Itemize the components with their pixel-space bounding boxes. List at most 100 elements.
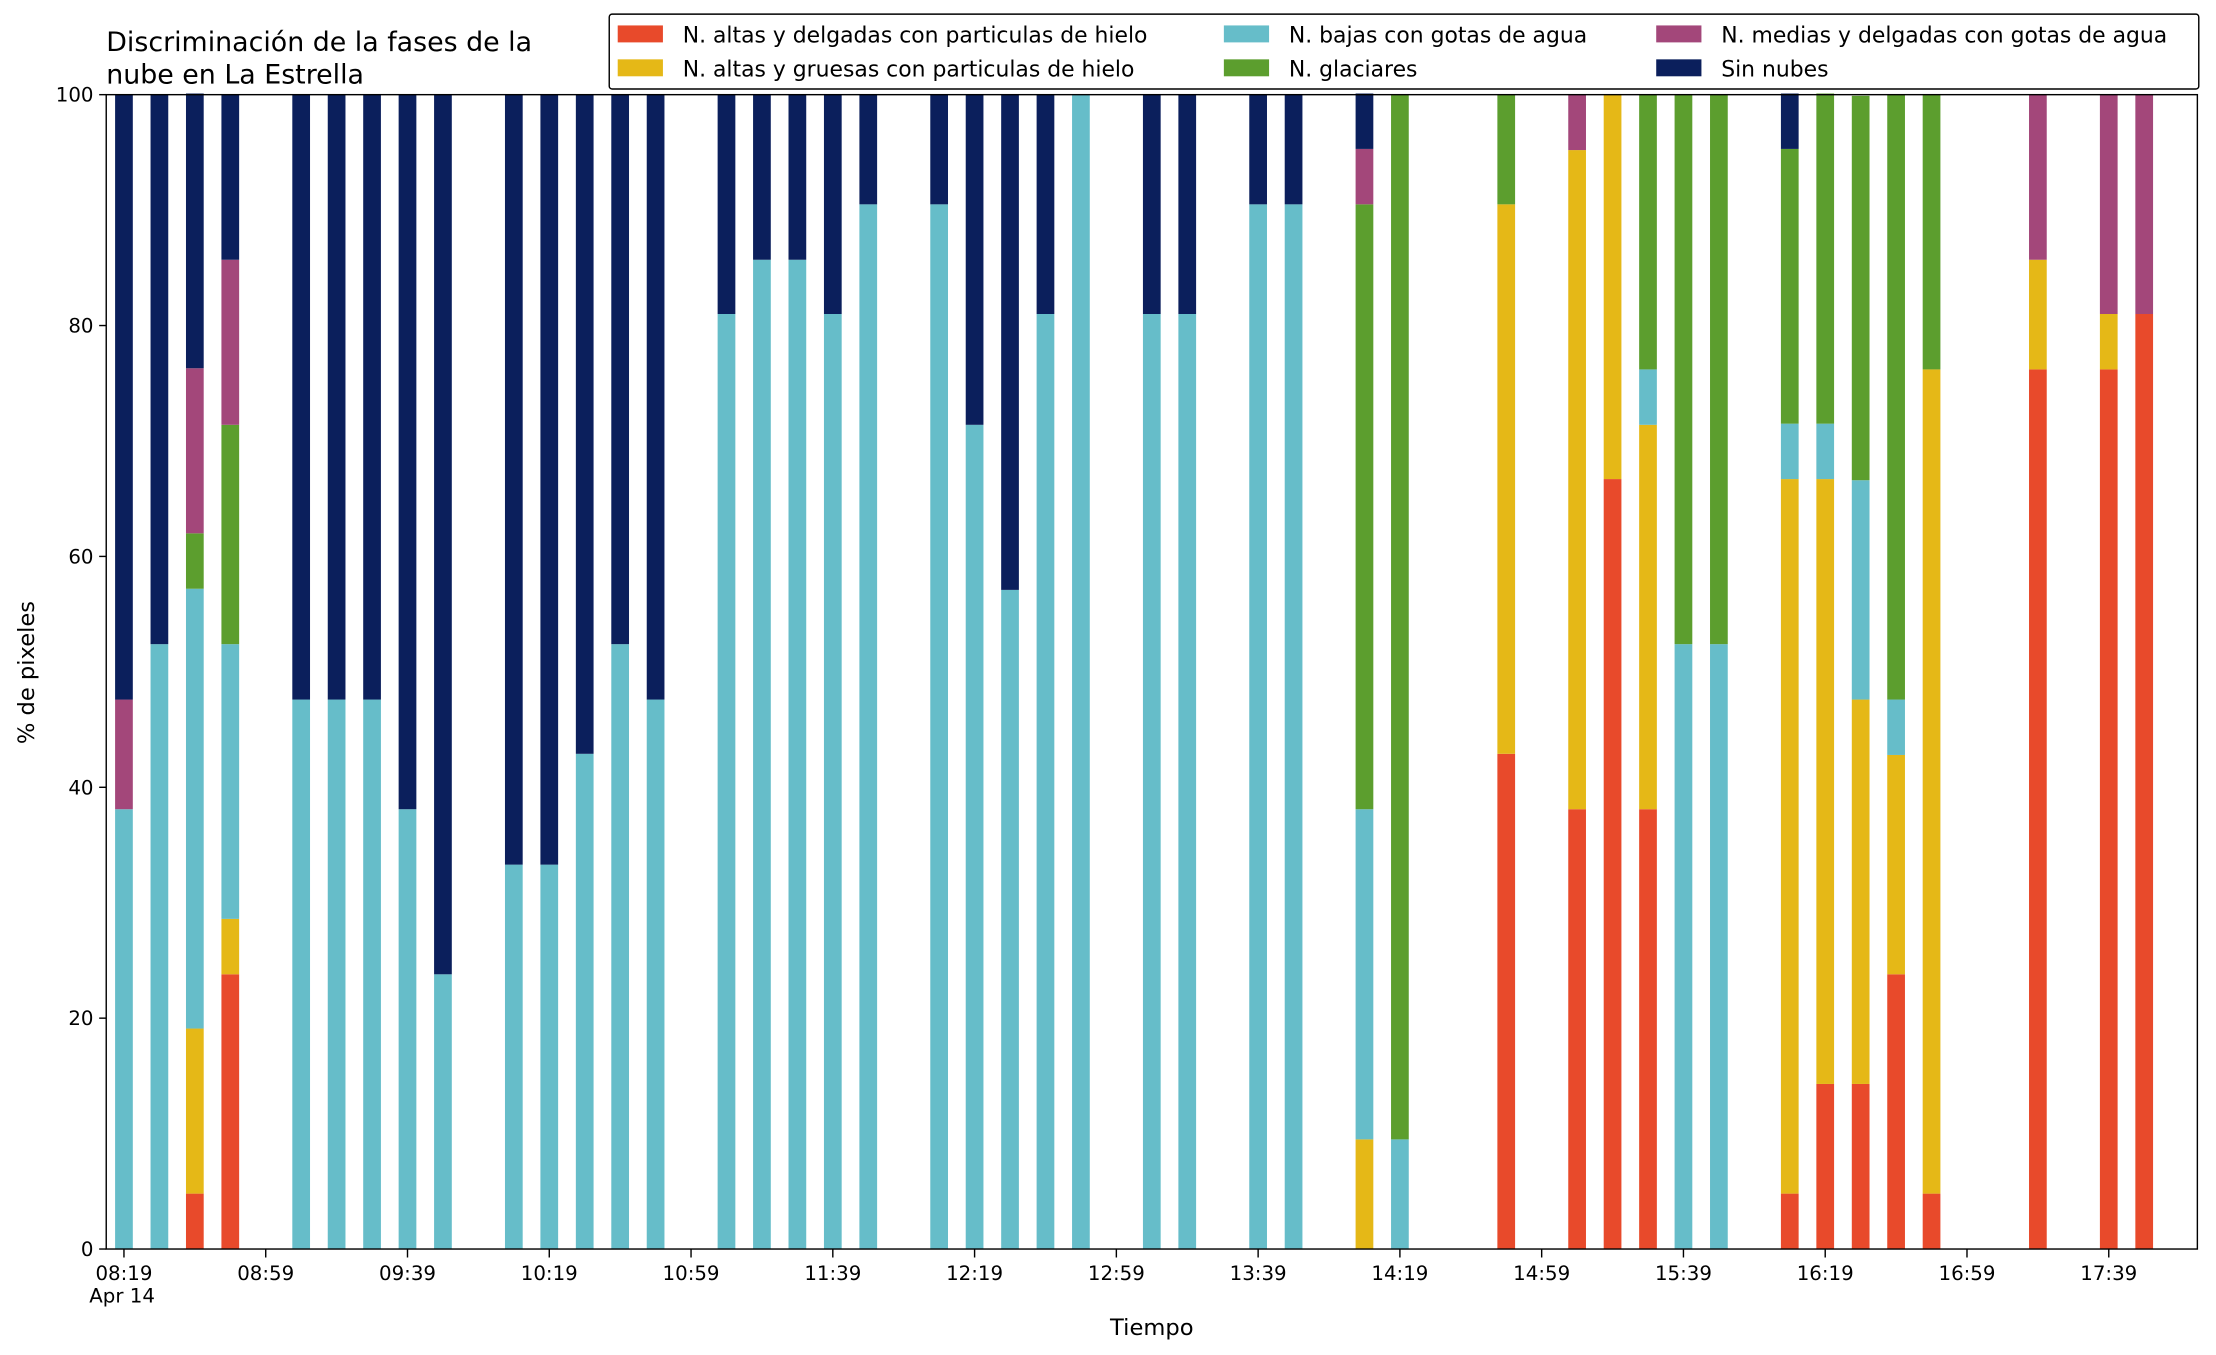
bar-segment bbox=[504, 94, 523, 865]
bar-segment bbox=[965, 424, 984, 1250]
bar-segment bbox=[504, 864, 523, 1250]
bar-segment bbox=[1816, 423, 1835, 480]
bar-segment bbox=[115, 699, 133, 810]
bar-segment bbox=[1568, 809, 1586, 1250]
bar-segment bbox=[1887, 754, 1905, 975]
bar-segment bbox=[575, 753, 594, 1250]
bar-segment bbox=[1887, 94, 1905, 700]
bar-segment bbox=[1639, 424, 1657, 810]
bar-segment bbox=[1355, 809, 1374, 1140]
bar-segment bbox=[1816, 479, 1835, 1084]
bar-segment bbox=[1674, 644, 1693, 1250]
bar-segment bbox=[292, 699, 311, 1250]
bar-segment bbox=[930, 94, 949, 205]
bar-segment bbox=[1922, 369, 1941, 1194]
bar-segment bbox=[788, 259, 807, 1250]
bar-segment bbox=[1497, 753, 1516, 1250]
bar-segment bbox=[434, 94, 452, 975]
y-tick-label: 80 bbox=[68, 315, 93, 338]
bar-segment bbox=[930, 204, 949, 1250]
bar-segment bbox=[1568, 150, 1586, 810]
y-tick-label: 20 bbox=[68, 1007, 93, 1030]
legend-swatch bbox=[1223, 59, 1270, 77]
bar-segment bbox=[859, 94, 878, 205]
chart-title-line: Discriminación de la fases de la bbox=[106, 27, 532, 58]
bar-segment bbox=[965, 94, 984, 425]
x-tick-label: 12:59 bbox=[1088, 1262, 1145, 1285]
bar-segment bbox=[1922, 1193, 1941, 1250]
bar-segment bbox=[2029, 259, 2047, 370]
bar-segment bbox=[398, 94, 417, 810]
bar-segment bbox=[1603, 94, 1622, 480]
chart-title-line: nube en La Estrella bbox=[106, 59, 364, 90]
bar-segment bbox=[823, 313, 842, 1250]
bar-segment bbox=[1603, 479, 1622, 1250]
bar-segment bbox=[1178, 94, 1197, 314]
bar-segment bbox=[1001, 589, 1019, 1250]
y-axis-label: % de pixeles bbox=[14, 601, 40, 744]
bar-segment bbox=[1001, 94, 1019, 590]
bar-segment bbox=[1639, 809, 1657, 1250]
bar-segment bbox=[221, 424, 240, 645]
legend-swatch bbox=[1656, 59, 1702, 77]
bar-segment bbox=[1142, 313, 1161, 1250]
bar-segment bbox=[185, 533, 204, 589]
bar-segment bbox=[1284, 94, 1303, 205]
bar-segment bbox=[185, 1028, 204, 1194]
bar-segment bbox=[646, 94, 665, 700]
y-tick-label: 100 bbox=[56, 84, 94, 107]
bar-segment bbox=[434, 974, 452, 1250]
bar-segment bbox=[185, 1193, 204, 1250]
bar-segment bbox=[1710, 644, 1728, 1250]
bar-segment bbox=[221, 644, 240, 919]
plot-frame bbox=[105, 93, 2199, 1250]
bar-segment bbox=[1887, 699, 1905, 755]
bar-segment bbox=[292, 94, 311, 700]
bar-segment bbox=[1780, 93, 1799, 149]
bar-segment bbox=[1036, 313, 1055, 1250]
bar-segment bbox=[2099, 369, 2118, 1250]
y-tick-label: 0 bbox=[81, 1238, 94, 1261]
x-date-label: Apr 14 bbox=[89, 1285, 155, 1308]
legend-label: N. bajas con gotas de agua bbox=[1289, 23, 1587, 48]
legend-swatch bbox=[1223, 25, 1270, 43]
legend-label: N. medias y delgadas con gotas de agua bbox=[1721, 23, 2167, 48]
bar-segment bbox=[717, 94, 736, 314]
x-tick-label: 15:39 bbox=[1655, 1262, 1712, 1285]
bar-segment bbox=[717, 313, 736, 1250]
bar-segment bbox=[1816, 1083, 1835, 1250]
bar-segment bbox=[1284, 204, 1303, 1250]
x-tick-label: 08:19 bbox=[95, 1262, 152, 1285]
bar-segment bbox=[1249, 204, 1267, 1250]
legend-label: N. altas y gruesas con particulas de hie… bbox=[683, 57, 1135, 82]
bar-segment bbox=[2099, 94, 2118, 314]
bar-segment bbox=[115, 809, 133, 1250]
bar-segment bbox=[1887, 974, 1905, 1250]
legend-swatch bbox=[617, 59, 663, 77]
bar-segment bbox=[221, 259, 240, 425]
bar-segment bbox=[1780, 148, 1799, 424]
bar-segment bbox=[1355, 93, 1374, 149]
x-tick-label: 12:19 bbox=[946, 1262, 1003, 1285]
bar-segment bbox=[1710, 94, 1728, 645]
x-tick-label: 10:59 bbox=[663, 1262, 720, 1285]
x-tick-label: 16:19 bbox=[1797, 1262, 1854, 1285]
bar-segment bbox=[1355, 204, 1374, 810]
bar-segment bbox=[540, 864, 559, 1250]
bar-segment bbox=[150, 644, 169, 1250]
bar-segment bbox=[1355, 1139, 1374, 1250]
bar-segment bbox=[221, 918, 240, 975]
bar-segment bbox=[1922, 94, 1941, 370]
bar-segment bbox=[859, 204, 878, 1250]
x-tick-label: 09:39 bbox=[379, 1262, 436, 1285]
bar-segment bbox=[1391, 94, 1409, 1140]
bar-segment bbox=[2135, 94, 2154, 314]
bar-segment bbox=[2029, 94, 2047, 260]
bar-segment bbox=[1780, 423, 1799, 480]
x-tick-label: 13:39 bbox=[1230, 1262, 1287, 1285]
bar-segment bbox=[1851, 1083, 1870, 1250]
bar-segment bbox=[327, 699, 346, 1250]
bar-segment bbox=[1355, 148, 1374, 205]
